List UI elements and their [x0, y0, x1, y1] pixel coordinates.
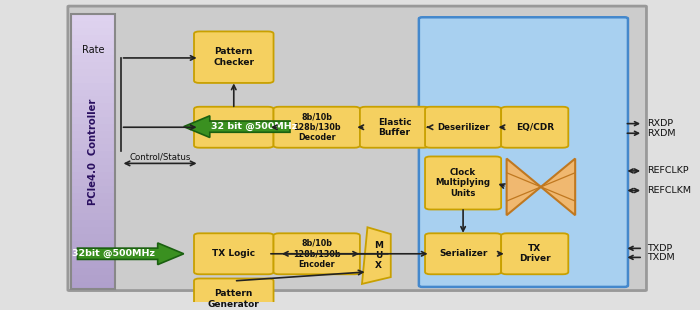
FancyBboxPatch shape — [501, 107, 568, 148]
Bar — [71, 14, 116, 289]
Text: Serializer: Serializer — [439, 249, 487, 258]
Bar — [71, 165, 116, 172]
Text: M
U
X: M U X — [374, 241, 383, 271]
Bar — [71, 96, 116, 103]
Bar — [71, 90, 116, 96]
Text: Rate: Rate — [82, 45, 104, 55]
Polygon shape — [507, 159, 541, 215]
FancyBboxPatch shape — [425, 157, 501, 210]
Bar — [71, 103, 116, 110]
Bar — [71, 110, 116, 117]
FancyBboxPatch shape — [68, 6, 647, 290]
Bar — [71, 69, 116, 76]
Bar — [71, 275, 116, 282]
Bar — [71, 186, 116, 193]
Bar — [71, 199, 116, 206]
Bar — [71, 124, 116, 131]
FancyBboxPatch shape — [419, 17, 628, 287]
Bar — [71, 179, 116, 186]
Bar — [71, 76, 116, 83]
Text: REFCLKP: REFCLKP — [648, 166, 689, 175]
Text: 32bit @500MHz: 32bit @500MHz — [72, 249, 155, 258]
Text: Deserilizer: Deserilizer — [437, 123, 489, 132]
Bar — [71, 48, 116, 55]
Text: 32 bit @500MHz: 32 bit @500MHz — [211, 122, 297, 131]
FancyBboxPatch shape — [274, 233, 360, 274]
Bar — [71, 34, 116, 42]
Bar — [71, 28, 116, 34]
Text: RXDP: RXDP — [648, 119, 673, 128]
Text: TXDP: TXDP — [648, 244, 673, 253]
Bar — [71, 55, 116, 62]
Text: Pattern
Checker: Pattern Checker — [214, 47, 254, 67]
Text: Control/Status: Control/Status — [129, 152, 190, 161]
Bar — [71, 220, 116, 227]
Text: RX Logic: RX Logic — [212, 123, 256, 132]
Bar — [71, 282, 116, 289]
Bar — [71, 193, 116, 199]
Text: 8b/10b
128b/130b
Encoder: 8b/10b 128b/130b Encoder — [293, 239, 340, 269]
Text: TX
Driver: TX Driver — [519, 244, 550, 264]
Text: RXDM: RXDM — [648, 129, 676, 138]
Bar — [71, 247, 116, 255]
Polygon shape — [183, 116, 290, 137]
Polygon shape — [362, 227, 391, 284]
Bar — [71, 255, 116, 261]
Bar — [71, 268, 116, 275]
Text: PCIe4.0  Controller: PCIe4.0 Controller — [88, 98, 98, 205]
Bar — [71, 241, 116, 247]
Text: Elastic
Buffer: Elastic Buffer — [378, 117, 412, 137]
Bar — [71, 131, 116, 138]
Text: 8b/10b
128b/130b
Decoder: 8b/10b 128b/130b Decoder — [293, 112, 340, 142]
FancyBboxPatch shape — [194, 31, 274, 83]
Bar — [71, 117, 116, 124]
Text: TX Logic: TX Logic — [212, 249, 256, 258]
FancyBboxPatch shape — [194, 233, 274, 274]
FancyBboxPatch shape — [194, 278, 274, 310]
FancyBboxPatch shape — [274, 107, 360, 148]
Polygon shape — [78, 243, 183, 265]
Bar — [71, 227, 116, 234]
FancyBboxPatch shape — [194, 107, 274, 148]
Bar — [71, 14, 116, 21]
FancyBboxPatch shape — [425, 233, 501, 274]
Bar — [71, 158, 116, 165]
Bar — [71, 144, 116, 151]
Polygon shape — [541, 159, 575, 215]
Bar — [71, 213, 116, 220]
Bar — [71, 42, 116, 48]
Text: EQ/CDR: EQ/CDR — [516, 123, 554, 132]
Bar — [71, 62, 116, 69]
Text: Pattern
Generator: Pattern Generator — [208, 289, 260, 309]
Bar — [71, 151, 116, 158]
Bar — [71, 21, 116, 28]
Bar — [71, 234, 116, 241]
FancyBboxPatch shape — [425, 107, 501, 148]
Bar — [71, 138, 116, 144]
Bar — [71, 206, 116, 213]
FancyBboxPatch shape — [360, 107, 429, 148]
Text: Clock
Multiplying
Units: Clock Multiplying Units — [435, 168, 491, 198]
Text: TXDM: TXDM — [648, 253, 675, 262]
Bar — [71, 83, 116, 90]
Bar — [71, 172, 116, 179]
FancyBboxPatch shape — [501, 233, 568, 274]
Text: REFCLKM: REFCLKM — [648, 186, 691, 195]
Bar — [71, 261, 116, 268]
